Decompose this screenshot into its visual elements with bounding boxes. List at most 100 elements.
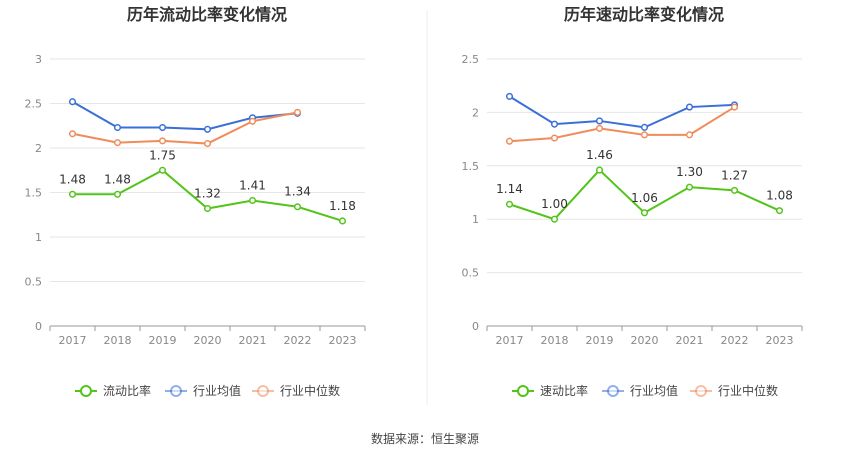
y-tick-label: 3 [35, 53, 42, 66]
data-label: 1.08 [766, 189, 793, 203]
quick-ratio-chart: 历年速动比率变化情况 0 0.5 1 1.5 2 2.5 2017 2018 2019 2020 2… [462, 5, 803, 398]
data-point [640, 123, 649, 131]
x-tick-label: 2018 [541, 334, 569, 347]
chart-title: 历年流动比率变化情况 [127, 5, 287, 24]
x-tick-label: 2020 [631, 334, 659, 347]
data-point [158, 123, 167, 132]
legend-item[interactable]: 行业均值 [602, 383, 678, 398]
y-tick-label: 1 [472, 213, 479, 226]
legend-item[interactable]: 行业中位数 [252, 383, 340, 398]
legend-marker-icon [517, 385, 529, 397]
legend-label: 流动比率 [103, 383, 151, 398]
data-point [158, 166, 167, 174]
y-tick-label: 2.5 [25, 98, 43, 111]
legend-marker-icon [80, 385, 92, 397]
data-label: 1.46 [586, 148, 613, 162]
data-label: 1.00 [541, 197, 568, 211]
series-line [508, 95, 735, 129]
data-point [203, 204, 212, 213]
data-label: 1.06 [631, 191, 658, 205]
series-line [72, 111, 298, 145]
chart-title: 历年速动比率变化情况 [564, 5, 724, 24]
x-tick-label: 2021 [239, 334, 267, 347]
data-point [68, 98, 77, 106]
legend-item[interactable]: 速动比率 [512, 383, 588, 398]
data-point [158, 137, 167, 145]
data-label: 1.41 [239, 179, 266, 193]
y-tick-label: 1.5 [462, 160, 480, 173]
x-tick-label: 2021 [676, 334, 704, 347]
data-point [685, 183, 694, 191]
data-point [248, 117, 257, 125]
data-point [68, 130, 77, 138]
data-label: 1.48 [59, 172, 86, 186]
x-tick-label: 2023 [766, 334, 794, 347]
data-point [203, 140, 212, 148]
legend-label: 行业均值 [630, 383, 678, 398]
data-point [293, 108, 302, 116]
data-label: 1.14 [496, 182, 523, 196]
legend-label: 行业中位数 [280, 383, 340, 398]
data-label: 1.48 [104, 172, 131, 186]
data-point [550, 120, 559, 128]
data-point [550, 215, 559, 223]
data-label: 1.27 [721, 168, 748, 182]
current-ratio-chart: 历年流动比率变化情况 0 0.5 1 1.5 2 2.5 3 2017 2018 2019 2020… [25, 5, 366, 398]
data-point [640, 131, 649, 139]
data-label: 1.34 [284, 185, 311, 199]
data-point [505, 137, 514, 145]
y-tick-label: 0 [472, 320, 479, 333]
data-point [595, 166, 604, 174]
x-tick-label: 2017 [496, 334, 524, 347]
data-point [338, 217, 347, 225]
legend-label: 行业中位数 [718, 383, 778, 398]
data-source-footer: 数据来源：恒生聚源 [371, 431, 479, 446]
x-tick-label: 2019 [149, 334, 177, 347]
y-tick-label: 2.5 [462, 53, 480, 66]
data-label: 1.75 [149, 148, 176, 162]
legend-marker-icon [607, 385, 619, 397]
data-point [685, 131, 694, 139]
data-point [550, 134, 559, 142]
series-line [509, 106, 736, 143]
data-point [775, 207, 784, 215]
y-tick-label: 2 [472, 106, 479, 119]
data-label: 1.18 [329, 199, 356, 213]
data-point [595, 117, 604, 125]
x-tick-label: 2022 [721, 334, 749, 347]
data-point [505, 92, 514, 100]
x-tick-label: 2023 [329, 334, 357, 347]
y-tick-label: 1.5 [25, 187, 43, 200]
legend-label: 行业均值 [193, 383, 241, 398]
x-tick-label: 2019 [586, 334, 614, 347]
y-tick-label: 0.5 [25, 276, 43, 289]
legend-marker-icon [170, 385, 182, 397]
data-point [203, 125, 212, 133]
data-point [293, 203, 302, 211]
legend-item[interactable]: 行业中位数 [690, 383, 778, 398]
y-tick-label: 1 [35, 231, 42, 244]
data-point [640, 209, 649, 217]
data-point [595, 124, 604, 132]
legend-label: 速动比率 [540, 383, 588, 398]
legend-item[interactable]: 行业均值 [165, 383, 241, 398]
series-line [72, 100, 298, 131]
x-tick-label: 2018 [104, 334, 132, 347]
data-point [113, 123, 122, 132]
legend-item[interactable]: 流动比率 [75, 383, 151, 398]
data-point [113, 190, 122, 198]
data-label: 1.30 [676, 165, 703, 179]
x-tick-label: 2017 [59, 334, 87, 347]
legend-marker-icon [695, 385, 707, 397]
y-tick-label: 2 [35, 142, 42, 155]
data-point [68, 190, 77, 198]
y-tick-label: 0 [35, 320, 42, 333]
y-tick-label: 0.5 [462, 267, 480, 280]
data-point [730, 186, 739, 194]
data-point [685, 103, 694, 111]
x-tick-label: 2020 [194, 334, 222, 347]
x-tick-label: 2022 [284, 334, 312, 347]
data-label: 1.32 [194, 187, 221, 201]
legend-marker-icon [257, 385, 269, 397]
